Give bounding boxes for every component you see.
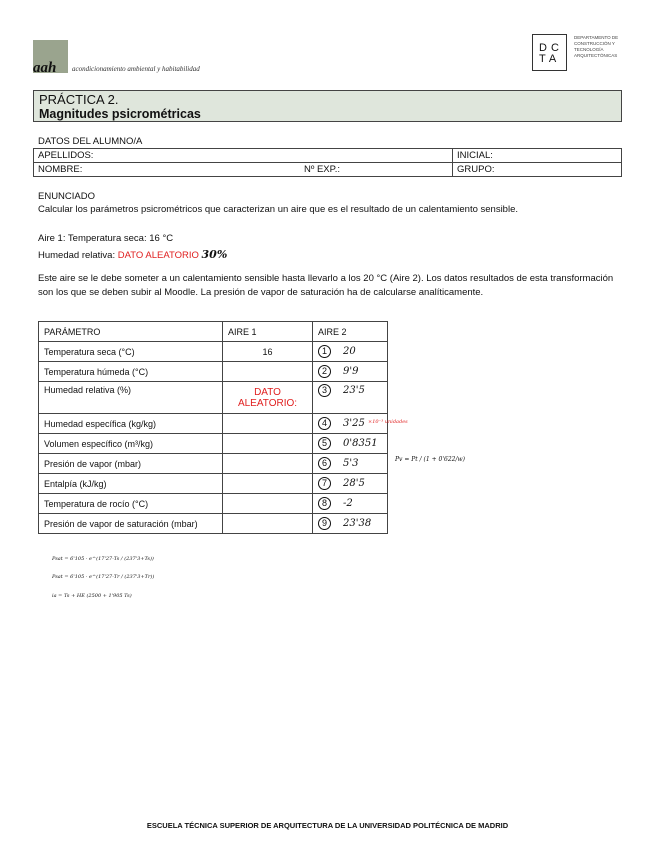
aire2-value: -2: [343, 498, 353, 509]
aire2-value: 20: [343, 346, 356, 357]
number-circle: 7: [318, 477, 331, 490]
aire2-value: 23'38: [343, 518, 372, 529]
statement-heading: ENUNCIADO: [38, 191, 96, 202]
aire1-cell[interactable]: [222, 473, 313, 494]
apellidos-field[interactable]: APELLIDOS:: [33, 148, 453, 163]
hr-value: DATO ALEATORIO: [117, 250, 199, 261]
aire2-cell[interactable]: 1 20: [312, 341, 388, 362]
table-row: Humedad relativa (%) DATO ALEATORIO: 3 23'5: [38, 381, 388, 414]
aire1-cell[interactable]: [222, 453, 313, 474]
aire1-text: Aire 1: Temperatura seca: 16 °C: [38, 233, 174, 244]
practice-number: PRÁCTICA 2.: [39, 92, 119, 107]
table-row: Temperatura de rocío (°C) 8 -2: [38, 493, 388, 514]
table-row: Presión de vapor (mbar) 6 5'3: [38, 453, 388, 474]
number-circle: 6: [318, 457, 331, 470]
aire1-cell[interactable]: 16: [222, 341, 313, 362]
nombre-field[interactable]: NOMBRE:: [33, 162, 300, 177]
dcta-logo: DC TA: [532, 34, 567, 71]
aire1-cell[interactable]: [222, 433, 313, 454]
aire2-value: 3'25: [343, 418, 365, 429]
param-cell: Temperatura de rocío (°C): [38, 493, 223, 514]
param-cell: Presión de vapor (mbar): [38, 453, 223, 474]
header-aire1: AIRE 1: [222, 321, 313, 342]
aire2-cell[interactable]: 8 -2: [312, 493, 388, 514]
department-name: DEPARTAMENTO DE CONSTRUCCIÓN Y TECNOLOGÍ…: [574, 35, 619, 58]
aire2-value: 5'3: [343, 458, 359, 469]
number-circle: 5: [318, 437, 331, 450]
number-circle: 1: [318, 345, 331, 358]
aire2-cell[interactable]: 7 28'5: [312, 473, 388, 494]
header-parametro: PARÁMETRO: [38, 321, 223, 342]
param-cell: Temperatura seca (°C): [38, 341, 223, 362]
param-cell: Presión de vapor de saturación (mbar): [38, 513, 223, 534]
number-circle: 4: [318, 417, 331, 430]
formula-3: ia = Ts + HE (2500 + 1'905 Ts): [52, 593, 132, 599]
student-table: APELLIDOS: INICIAL: NOMBRE: Nº EXP.: GRUPO:: [33, 148, 622, 177]
aah-logo-box: [33, 40, 68, 73]
table-row: Entalpía (kJ/kg) 7 28'5: [38, 473, 388, 494]
aire2-cell[interactable]: 9 23'38: [312, 513, 388, 534]
number-circle: 9: [318, 517, 331, 530]
table-row: Humedad específica (kg/kg) 4 3'25: [38, 413, 388, 434]
param-cell: Humedad específica (kg/kg): [38, 413, 223, 434]
formula-2: Psat = 6'105 · e^(17'27·Tr / (237'3+Tr)): [52, 574, 155, 580]
param-cell: Humedad relativa (%): [38, 381, 223, 414]
table-row: Temperatura seca (°C) 16 1 20: [38, 341, 388, 362]
table-header: PARÁMETRO AIRE 1 AIRE 2: [38, 321, 388, 342]
student-heading: DATOS DEL ALUMNO/A: [38, 136, 143, 147]
param-cell: Volumen específico (m³/kg): [38, 433, 223, 454]
aire1-cell[interactable]: DATO ALEATORIO:: [222, 381, 313, 414]
statement-paragraph: Este aire se le debe someter a un calent…: [38, 273, 614, 298]
number-circle: 8: [318, 497, 331, 510]
number-circle: 2: [318, 365, 331, 378]
page-title: Magnitudes psicrométricas: [39, 107, 201, 121]
footer: ESCUELA TÉCNICA SUPERIOR DE ARQUITECTURA…: [146, 821, 509, 830]
aah-logo-text: aah: [33, 60, 57, 76]
aire2-cell[interactable]: 2 9'9: [312, 361, 388, 382]
table-row: Presión de vapor de saturación (mbar) 9 23…: [38, 513, 388, 534]
aire2-cell[interactable]: 6 5'3: [312, 453, 388, 474]
param-cell: Entalpía (kJ/kg): [38, 473, 223, 494]
aire1-cell[interactable]: [222, 361, 313, 382]
exp-field[interactable]: Nº EXP.:: [300, 162, 453, 177]
row4-note: ×10⁻³ unidades: [368, 419, 408, 425]
number-circle: 3: [318, 384, 331, 397]
aire2-value: 28'5: [343, 478, 365, 489]
aire1-cell[interactable]: [222, 513, 313, 534]
header-aire2: AIRE 2: [312, 321, 388, 342]
logo-subtitle: acondicionamiento ambiental y habitabili…: [72, 65, 200, 73]
parameters-table: PARÁMETRO AIRE 1 AIRE 2 Temperatura seca (…: [38, 321, 388, 534]
aire1-cell[interactable]: [222, 493, 313, 514]
aire1-cell[interactable]: [222, 413, 313, 434]
aire2-value: 9'9: [343, 366, 359, 377]
aire2-value: 23'5: [343, 385, 365, 396]
title-box: PRÁCTICA 2. Magnitudes psicrométricas: [33, 90, 622, 122]
table-row: Temperatura húmeda (°C) 2 9'9: [38, 361, 388, 382]
aire2-cell[interactable]: 3 23'5: [312, 381, 388, 414]
aire2-value: 0'8351: [343, 438, 378, 449]
hr-label: Humedad relativa:: [38, 250, 116, 261]
row6-formula: Pv = Pt / (1 + 0'622/w): [395, 456, 465, 463]
table-row: Volumen específico (m³/kg) 5 0'8351: [38, 433, 388, 454]
param-cell: Temperatura húmeda (°C): [38, 361, 223, 382]
aire2-cell[interactable]: 5 0'8351: [312, 433, 388, 454]
hr-handwritten: 30%: [201, 248, 228, 261]
grupo-field[interactable]: GRUPO:: [452, 162, 622, 177]
statement-text: Calcular los parámetros psicrométricos q…: [38, 204, 519, 215]
inicial-field[interactable]: INICIAL:: [452, 148, 622, 163]
formula-1: Psat = 6'105 · e^(17'27·Ts / (237'3+Ts)): [52, 556, 154, 562]
